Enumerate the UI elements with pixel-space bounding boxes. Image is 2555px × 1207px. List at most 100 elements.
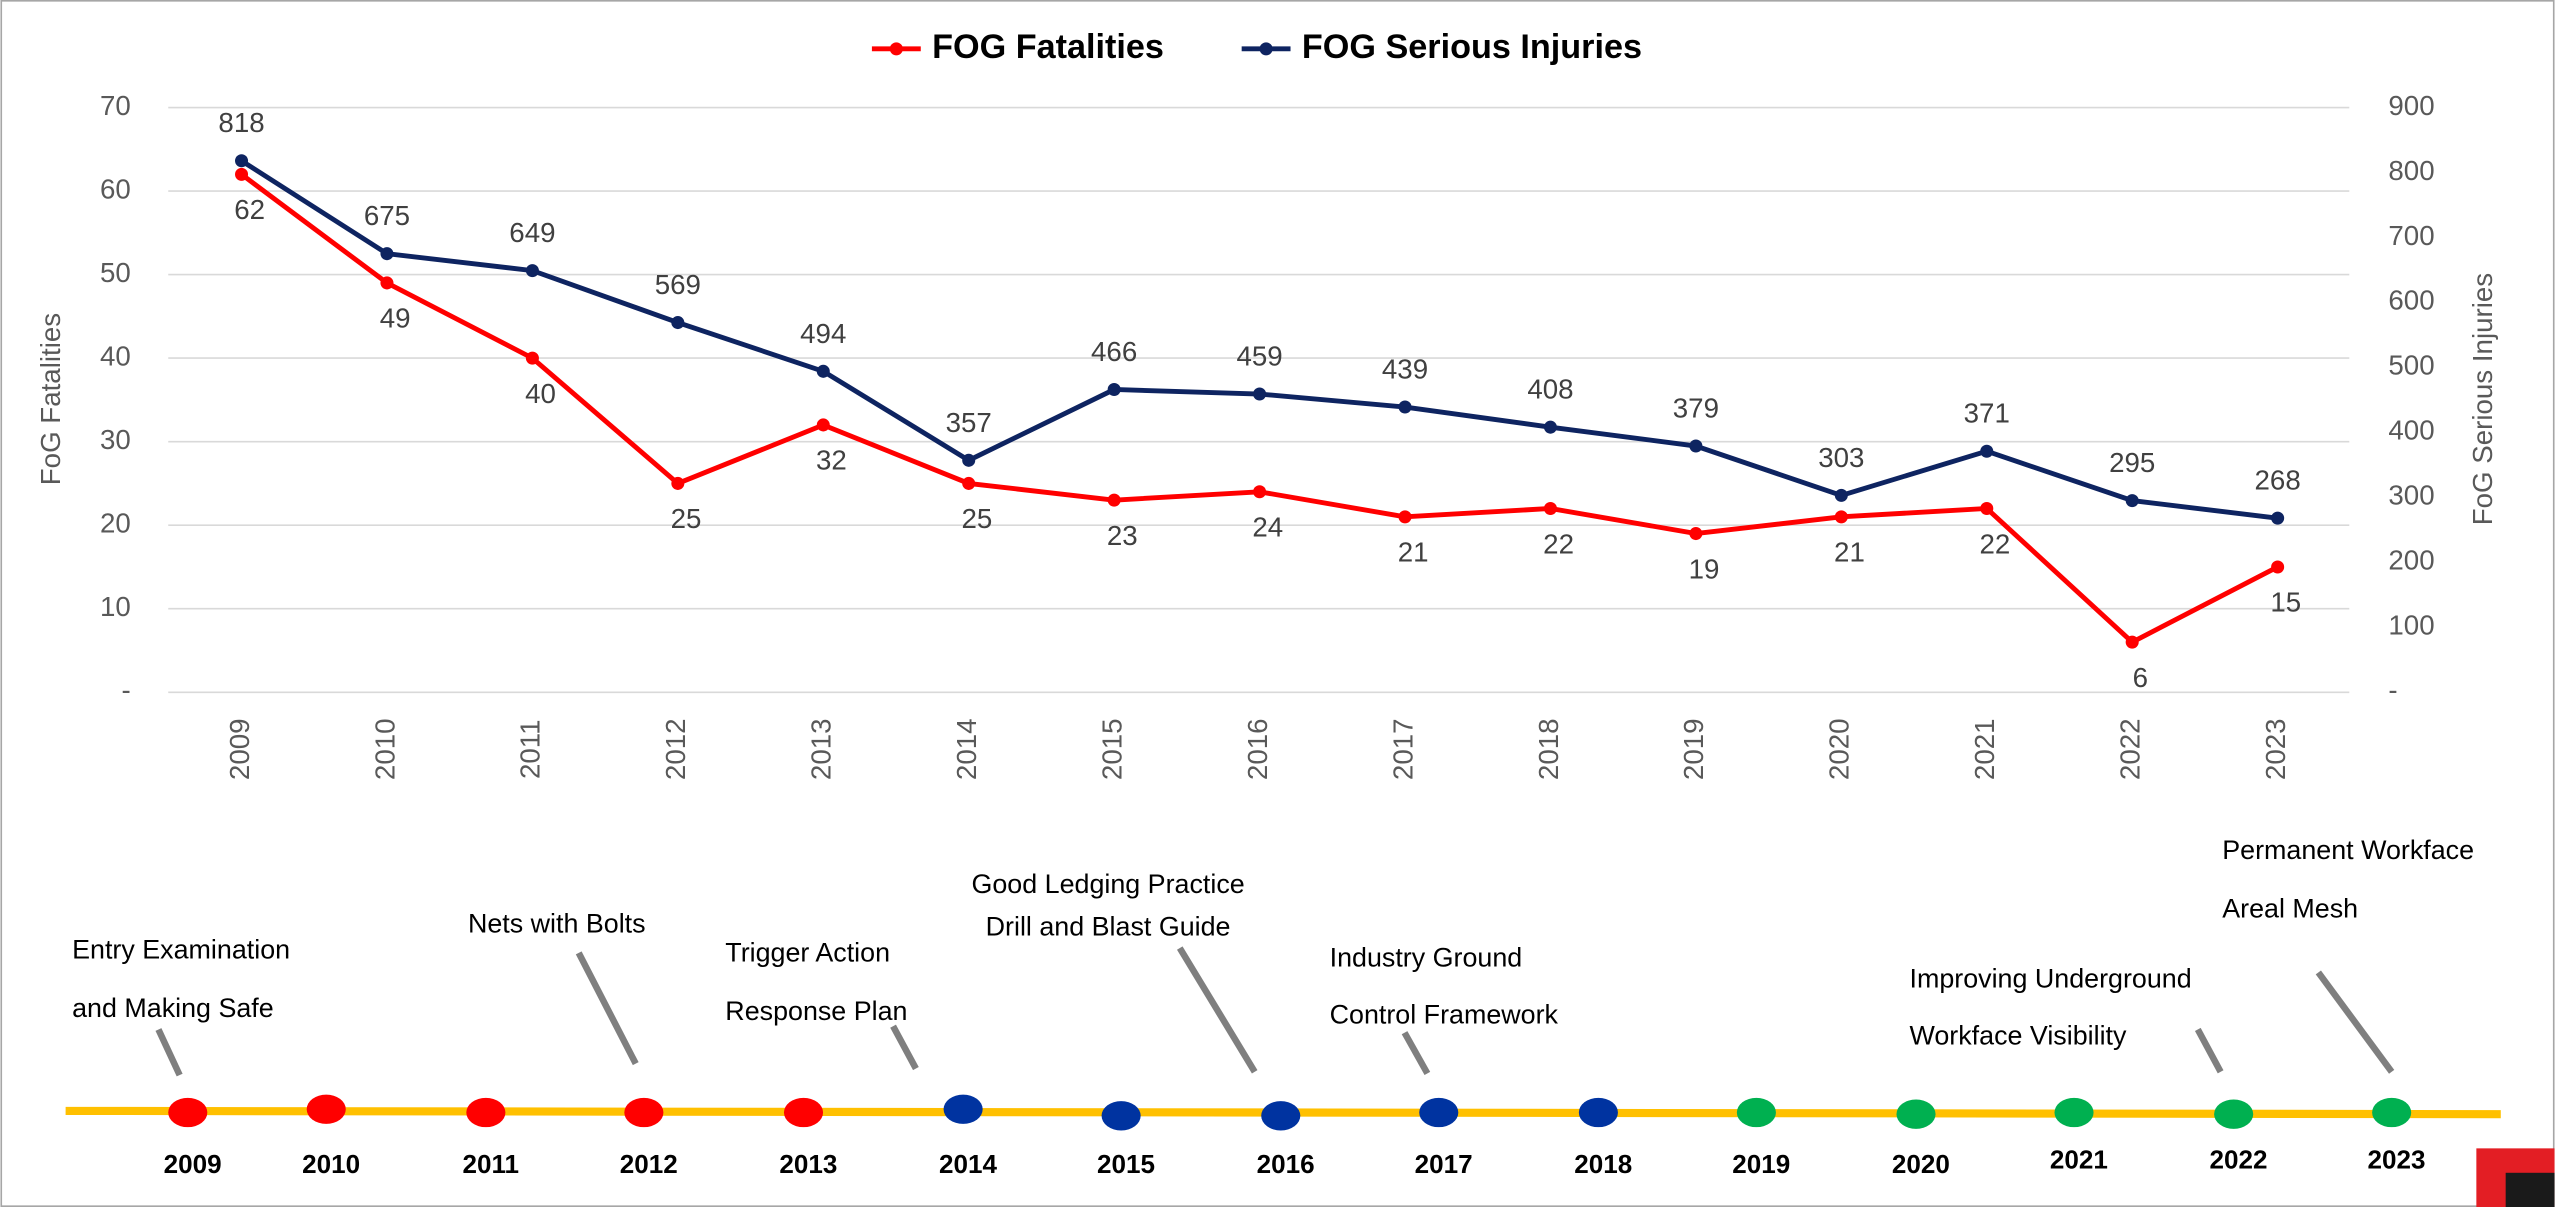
data-point	[525, 264, 539, 278]
timeline-dot	[1261, 1101, 1301, 1131]
event-label: Response Plan	[725, 996, 907, 1026]
y-tick-label: 60	[100, 173, 131, 204]
x-tick-label: 2023	[2260, 718, 2291, 780]
timeline-year: 2014	[939, 1149, 997, 1179]
data-point	[1398, 510, 1412, 524]
timeline-dot	[1101, 1101, 1141, 1131]
data-label: 408	[1527, 374, 1573, 405]
data-label: 15	[2270, 587, 2301, 618]
data-label: 22	[1543, 528, 1574, 559]
data-label: 459	[1236, 341, 1282, 372]
legend-marker	[889, 42, 903, 56]
event-label: Trigger Action	[725, 938, 890, 968]
data-label: 19	[1689, 553, 1720, 584]
timeline-dot	[624, 1097, 664, 1128]
event-label: Areal Mesh	[2222, 894, 2358, 924]
y-tick-label: 10	[100, 591, 131, 622]
y-tick-label: 20	[100, 508, 131, 539]
timeline-year: 2011	[462, 1149, 519, 1179]
data-point	[2271, 511, 2285, 525]
data-label: 49	[380, 303, 411, 334]
data-point	[962, 476, 976, 490]
data-point	[1253, 485, 1267, 499]
y-tick-label: -	[122, 675, 131, 706]
leader-line	[2315, 970, 2395, 1074]
data-label: 649	[509, 217, 555, 248]
data-point	[1980, 444, 1994, 458]
timeline-dot	[168, 1097, 208, 1128]
data-point	[2125, 494, 2139, 508]
event-label: Workface Visibility	[1910, 1021, 2128, 1051]
event-label: Permanent Workface	[2222, 835, 2474, 865]
timeline-dot	[1419, 1097, 1459, 1128]
x-tick-label: 2013	[806, 718, 837, 780]
y2-tick-label: 400	[2388, 415, 2434, 446]
event-label: Control Framework	[1330, 1000, 1559, 1030]
y-tick-label: 30	[100, 424, 131, 455]
data-label: 6	[2133, 662, 2148, 693]
x-tick-label: 2016	[1242, 718, 1273, 780]
timeline-dot	[1578, 1097, 1618, 1128]
event-label: Good Ledging Practice	[971, 869, 1244, 899]
data-point	[1689, 527, 1703, 541]
timeline-year: 2021	[2050, 1144, 2108, 1174]
data-point	[1689, 439, 1703, 453]
legend-label: FOG Serious Injuries	[1302, 28, 1642, 66]
data-point	[962, 453, 976, 467]
leader-line	[155, 1028, 183, 1077]
data-label: 32	[816, 445, 847, 476]
event-label: Industry Ground	[1330, 943, 1523, 973]
x-tick-label: 2022	[2115, 718, 2146, 780]
data-label: 295	[2109, 447, 2155, 478]
legend-label: FOG Fatalities	[932, 28, 1164, 66]
timeline-dot	[943, 1094, 983, 1124]
data-label: 25	[961, 503, 992, 534]
y-axis-title: FoG Fatalities	[35, 313, 66, 485]
y2-tick-label: 300	[2388, 480, 2434, 511]
timeline-year: 2016	[1257, 1149, 1315, 1179]
timeline-year: 2023	[2368, 1144, 2426, 1174]
leader-line	[575, 951, 639, 1066]
data-label: 818	[218, 107, 264, 138]
data-label: 21	[1398, 537, 1429, 568]
leader-line	[2194, 1027, 2224, 1074]
y2-tick-label: 700	[2388, 220, 2434, 251]
timeline-year: 2012	[620, 1149, 678, 1179]
data-label: 675	[364, 200, 410, 231]
x-tick-label: 2019	[1678, 718, 1709, 780]
y2-tick-label: 900	[2388, 90, 2434, 121]
data-label: 371	[1964, 398, 2010, 429]
y-tick-label: 40	[100, 340, 131, 371]
y2-tick-label: 600	[2388, 285, 2434, 316]
data-point	[1543, 501, 1557, 516]
data-label: 23	[1107, 520, 1138, 551]
data-label: 40	[525, 378, 556, 409]
data-label: 24	[1252, 512, 1283, 543]
timeline-dot	[1896, 1099, 1936, 1129]
x-tick-label: 2017	[1387, 718, 1418, 780]
data-label: 62	[234, 194, 265, 225]
timeline-year: 2019	[1732, 1149, 1790, 1179]
timeline-dot	[2372, 1097, 2412, 1128]
x-tick-label: 2011	[515, 720, 546, 780]
x-tick-label: 2010	[369, 718, 400, 780]
data-point	[1543, 420, 1557, 434]
event-label: Nets with Bolts	[468, 908, 646, 938]
y2-tick-label: 200	[2388, 545, 2434, 576]
timeline-year: 2010	[302, 1149, 360, 1179]
event-label: Improving Underground	[1910, 964, 2192, 994]
leader-line	[890, 1024, 919, 1071]
data-label: 25	[671, 503, 702, 534]
timeline-dot	[2214, 1099, 2254, 1129]
data-point	[380, 276, 394, 290]
timeline-dot	[783, 1097, 824, 1128]
timeline-year: 2009	[164, 1149, 222, 1179]
y2-tick-label: 100	[2388, 610, 2434, 641]
data-point	[1107, 493, 1121, 507]
data-label: 439	[1382, 354, 1428, 385]
event-label: Drill and Blast Guide	[986, 912, 1231, 942]
leader-line	[1401, 1031, 1431, 1076]
data-point	[380, 247, 394, 261]
